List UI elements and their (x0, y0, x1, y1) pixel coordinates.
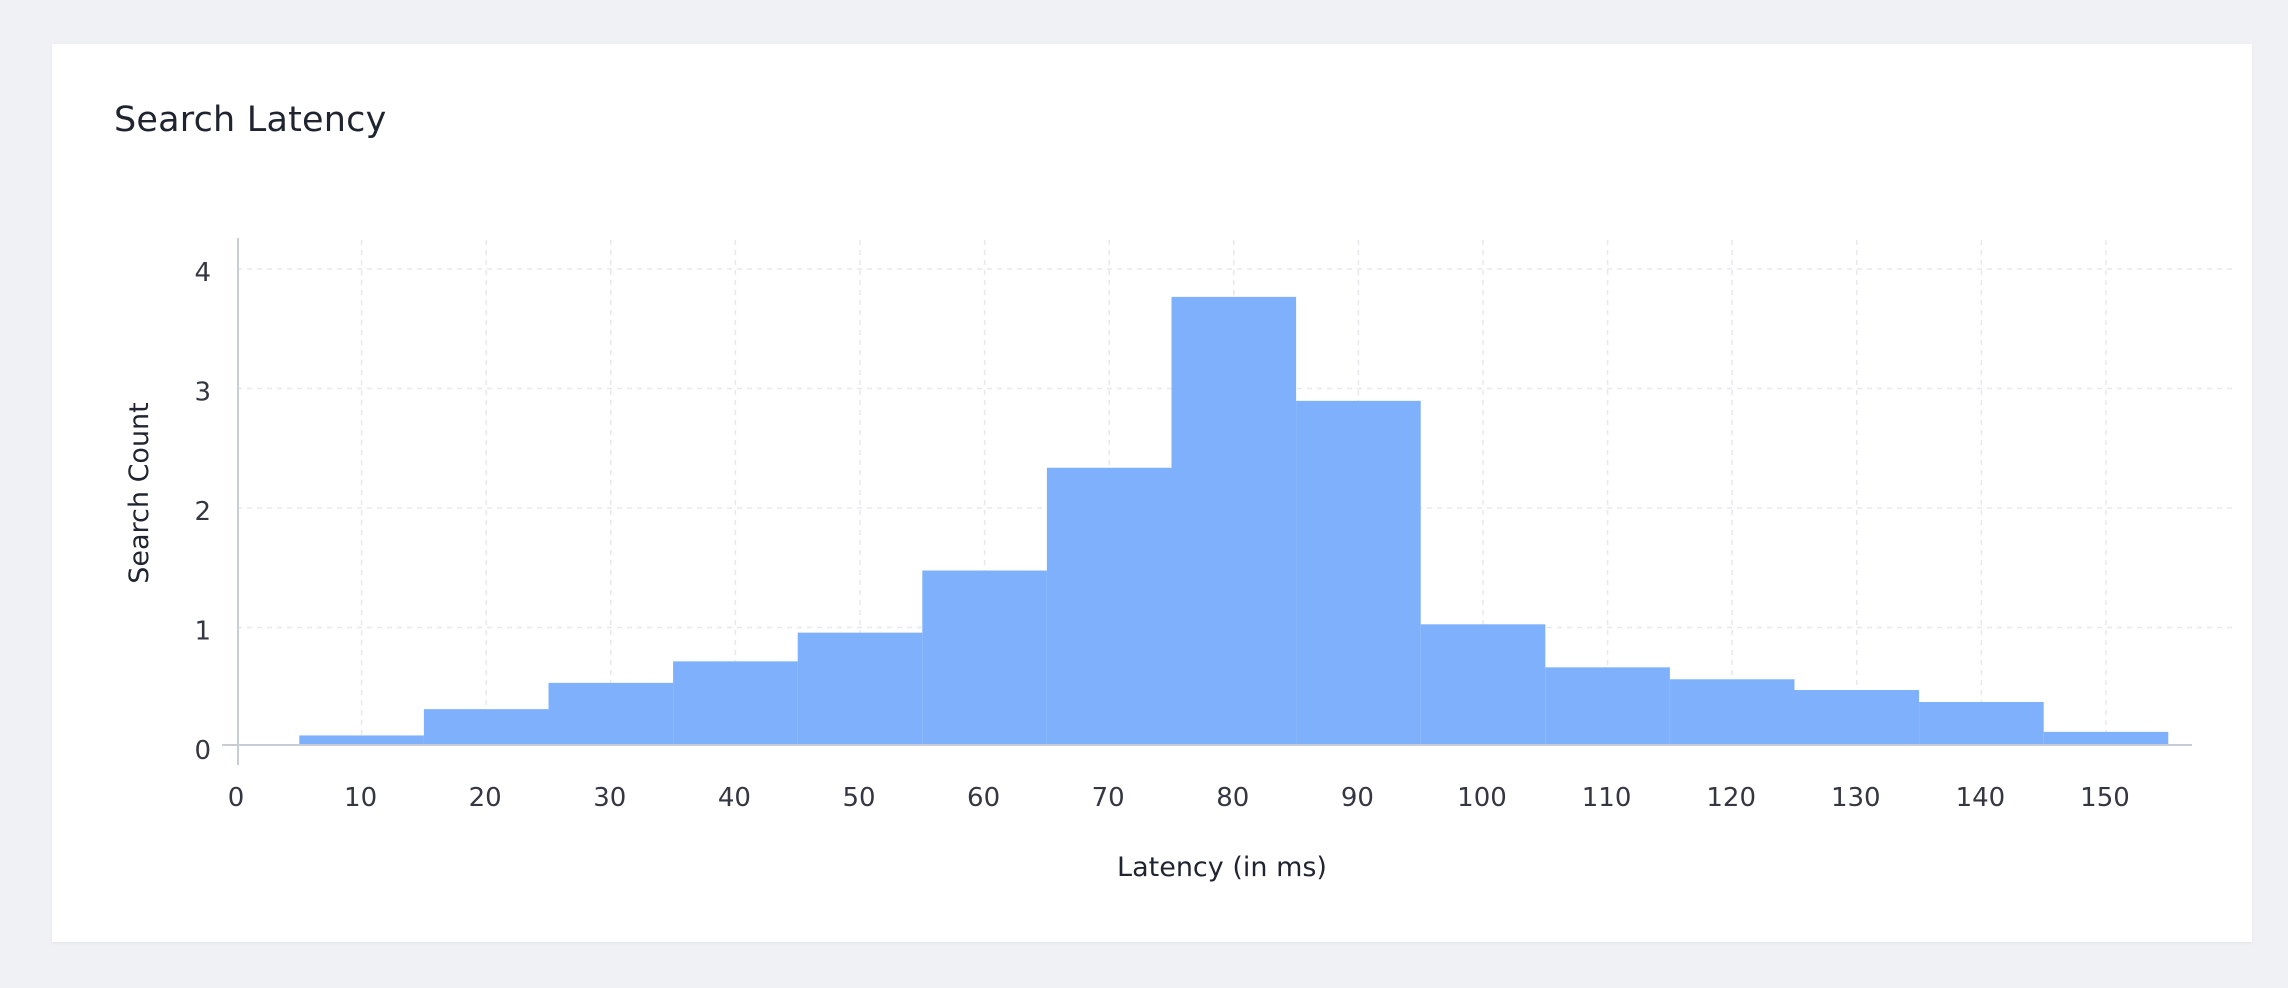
x-tick-label: 120 (1706, 783, 1756, 813)
y-tick-label: 1 (194, 617, 211, 647)
x-tick-label: 110 (1582, 783, 1632, 813)
histogram-bar (299, 735, 424, 745)
histogram-bar (797, 632, 923, 745)
x-tick-label: 40 (718, 783, 751, 813)
x-tick-label: 30 (593, 783, 626, 813)
histogram-bar (423, 709, 549, 745)
x-tick-label: 100 (1457, 783, 1507, 813)
histogram-bar (1919, 701, 2044, 745)
x-axis-title: Latency (in ms) (1117, 852, 1327, 883)
panel-title: Search Latency (114, 100, 387, 140)
y-tick-label: 4 (194, 258, 211, 288)
x-tick-label: 50 (842, 783, 875, 813)
histogram-bar (1296, 400, 1421, 745)
histogram-bar (548, 682, 674, 745)
y-tick-label: 2 (194, 497, 211, 527)
x-tick-label: 60 (967, 783, 1000, 813)
x-tick-label: 0 (228, 783, 245, 813)
x-tick-label: 140 (1956, 783, 2006, 813)
y-tick-label: 3 (194, 378, 211, 408)
y-axis-title: Search Count (124, 402, 155, 584)
bars (299, 296, 2169, 745)
x-tick-label: 130 (1831, 783, 1881, 813)
histogram-bar (1420, 624, 1546, 745)
y-tick-label: 0 (194, 736, 211, 766)
histogram-bar (1046, 467, 1172, 745)
x-tick-label: 90 (1341, 783, 1374, 813)
axes (222, 238, 2192, 765)
histogram-bar (1171, 296, 1297, 745)
x-tick-label: 80 (1216, 783, 1249, 813)
histogram-bar (1669, 679, 1795, 745)
histogram-bar (2043, 731, 2169, 745)
histogram-bar (1794, 690, 1920, 745)
histogram-bar (922, 570, 1047, 745)
histogram-bar (1545, 667, 1670, 745)
x-tick-label: 20 (469, 783, 502, 813)
tick-labels: 0 10 20 30 40 50 60 70 80 90 100 110 120 130 140 150 0 1 2… (194, 258, 2129, 813)
histogram-bar (673, 661, 798, 745)
x-tick-label: 150 (2080, 783, 2130, 813)
x-tick-label: 10 (344, 783, 377, 813)
x-tick-label: 70 (1092, 783, 1125, 813)
